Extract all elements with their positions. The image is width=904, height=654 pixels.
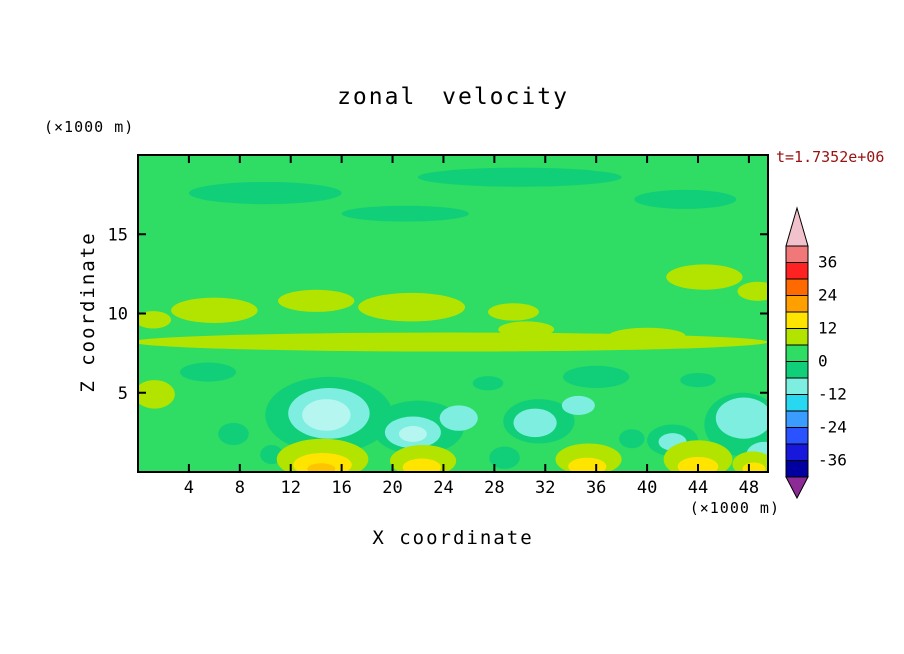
field-region-6..12 xyxy=(171,297,258,324)
field-regions xyxy=(138,167,768,472)
field-region--6..0 xyxy=(341,205,469,222)
x-tick-label: 40 xyxy=(637,478,657,498)
field-region-12..18 xyxy=(742,462,766,472)
colorbar-segment xyxy=(785,344,809,362)
colorbar-label: 36 xyxy=(818,253,837,272)
colorbar-segment xyxy=(785,443,809,461)
colorbar-segment xyxy=(785,361,809,379)
field-region--18..-12 xyxy=(398,426,427,442)
colorbar-label: -12 xyxy=(818,385,847,404)
x-tick-label: 32 xyxy=(535,478,555,498)
x-tick-label: 48 xyxy=(739,478,759,498)
z-axis-unit-label: (×1000 m) xyxy=(44,118,135,136)
field-region-6..12 xyxy=(358,292,466,322)
field-region--12..-6 xyxy=(715,397,768,439)
field-region--6..0 xyxy=(563,365,630,388)
colorbar-label: 12 xyxy=(818,319,837,338)
field-region--6..0 xyxy=(489,446,520,469)
x-tick-label: 4 xyxy=(184,478,194,498)
colorbar-segment xyxy=(785,262,809,280)
x-tick-label: 12 xyxy=(280,478,300,498)
field-region-6..12 xyxy=(608,327,686,344)
field-region-6..12 xyxy=(737,281,768,301)
colorbar-segment xyxy=(785,278,809,296)
field-region-6..12 xyxy=(278,289,355,312)
colorbar-segment xyxy=(785,377,809,395)
colorbar-segment xyxy=(785,311,809,329)
colorbar-segment xyxy=(785,427,809,445)
x-tick-label: 20 xyxy=(382,478,402,498)
x-axis-unit-label: (×1000 m) xyxy=(689,499,780,517)
x-tick-label: 8 xyxy=(235,478,245,498)
colorbar-segment xyxy=(785,328,809,346)
field-region-12..18 xyxy=(402,458,441,472)
y-tick-label: 5 xyxy=(118,384,128,404)
time-annotation: t=1.7352e+06 xyxy=(776,148,885,166)
field-region-6..12 xyxy=(138,311,172,329)
field-region--6..0 xyxy=(418,167,622,187)
field-region-6..12 xyxy=(498,321,555,338)
colorbar-segment xyxy=(785,394,809,412)
field-region-6..12 xyxy=(487,303,539,321)
colorbar-segment xyxy=(785,245,809,263)
colorbar-under-arrow xyxy=(785,476,809,500)
x-axis-title: X coordinate xyxy=(372,527,534,549)
field-region-18..24 xyxy=(307,463,336,472)
colorbar-segment xyxy=(785,410,809,428)
x-tick-label: 16 xyxy=(331,478,351,498)
field-region--12..-6 xyxy=(513,408,557,438)
field-region--6..0 xyxy=(680,372,716,388)
field-region--6..0 xyxy=(619,429,645,449)
colorbar-label: 0 xyxy=(818,352,828,371)
x-tick-label: 24 xyxy=(433,478,453,498)
x-tick-label: 28 xyxy=(484,478,504,498)
field-region-6..12 xyxy=(138,380,175,409)
colorbar-label: 24 xyxy=(818,286,837,305)
field-region--6..0 xyxy=(188,181,342,205)
field-region-6..12 xyxy=(666,264,743,290)
field-region--18..-12 xyxy=(302,399,351,431)
y-tick-label: 15 xyxy=(108,225,128,245)
x-tick-label: 44 xyxy=(688,478,708,498)
field-region--6..0 xyxy=(218,422,249,446)
colorbar-label: -36 xyxy=(818,451,847,470)
field-region--12..-6 xyxy=(439,405,478,431)
colorbar-over-arrow xyxy=(785,206,809,247)
field-region--6..0 xyxy=(472,376,504,391)
field-region--12..-6 xyxy=(561,395,595,415)
field-region--6..0 xyxy=(634,189,737,209)
colorbar-segment xyxy=(785,460,809,478)
colorbar-segment xyxy=(785,295,809,313)
x-tick-label: 36 xyxy=(586,478,606,498)
y-tick-label: 10 xyxy=(108,305,128,325)
chart-title: zonal velocity xyxy=(337,84,569,110)
field-region--6..0 xyxy=(180,362,236,382)
colorbar-label: -24 xyxy=(818,418,847,437)
